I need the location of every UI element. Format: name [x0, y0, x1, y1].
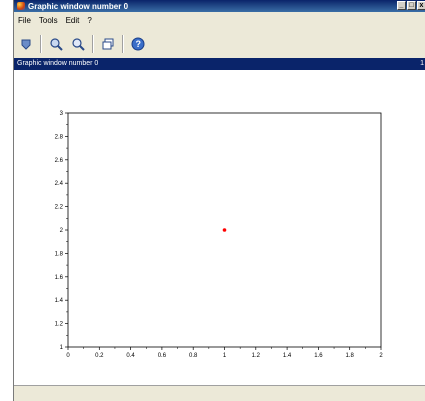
x-tick-label: 0 — [66, 353, 70, 359]
menu-edit[interactable]: Edit — [65, 15, 80, 25]
figure-title-bar: Graphic window number 0 1 — [14, 58, 425, 70]
maximize-button[interactable]: □ — [407, 1, 416, 10]
figure-corner-label: 1 — [420, 60, 424, 67]
title-bar[interactable]: Graphic window number 0 _ □ x — [14, 0, 425, 12]
toolbar-separator — [92, 35, 94, 53]
window-title: Graphic window number 0 — [28, 1, 129, 11]
x-tick-label: 2 — [379, 353, 383, 359]
svg-text:?: ? — [136, 39, 142, 49]
status-bar — [14, 385, 425, 401]
y-tick-label: 1 — [60, 345, 64, 351]
y-tick-label: 1.2 — [55, 322, 64, 328]
toolbar: ? — [14, 30, 425, 58]
close-button[interactable]: x — [417, 1, 425, 10]
data-points — [222, 228, 227, 232]
y-tick-label: 1.4 — [55, 298, 64, 304]
plot-svg[interactable]: 0 0.2 0.4 0.6 0.8 1 1.2 1.4 1.6 1.8 2 1 1.2 1.4 1.6 1.… — [14, 70, 425, 385]
y-tick-label: 3 — [60, 111, 64, 117]
rotate-icon — [21, 39, 31, 50]
new-window-button[interactable] — [100, 36, 116, 52]
x-tick-label: 1 — [223, 353, 227, 359]
y-tick-label: 2 — [60, 228, 64, 234]
menu-file[interactable]: File — [18, 15, 31, 25]
menu-help[interactable]: ? — [87, 15, 92, 25]
x-tick-label: 1.6 — [314, 353, 323, 359]
rotate-button[interactable] — [18, 36, 34, 52]
x-tick-label: 1.4 — [283, 353, 292, 359]
zoom-out-icon — [72, 38, 85, 51]
x-tick-label: 1.8 — [346, 353, 355, 359]
figure-title: Graphic window number 0 — [17, 60, 99, 67]
toolbar-separator — [122, 35, 124, 53]
help-button[interactable]: ? — [130, 36, 146, 52]
scilab-app-icon — [17, 2, 25, 10]
y-tick-label: 2.8 — [55, 134, 64, 140]
x-tick-label: 0.6 — [158, 353, 167, 359]
help-icon: ? — [131, 37, 145, 51]
x-tick-label: 0.4 — [126, 353, 135, 359]
menu-tools[interactable]: Tools — [38, 15, 58, 25]
data-point — [222, 228, 227, 232]
plot-canvas[interactable]: 0 0.2 0.4 0.6 0.8 1 1.2 1.4 1.6 1.8 2 1 1.2 1.4 1.6 1.… — [14, 70, 425, 385]
y-axis: 1 1.2 1.4 1.6 1.8 2 2.2 2.4 2.6 2.8 3 — [55, 111, 68, 351]
x-tick-label: 0.8 — [189, 353, 198, 359]
x-tick-label: 0.2 — [95, 353, 104, 359]
new-window-icon — [102, 38, 114, 50]
zoom-in-button[interactable] — [48, 36, 64, 52]
y-tick-label: 1.8 — [55, 251, 64, 257]
y-tick-label: 2.4 — [55, 181, 64, 187]
y-tick-label: 2.6 — [55, 158, 64, 164]
graphic-window: Graphic window number 0 _ □ x File Tools… — [13, 0, 425, 401]
y-tick-label: 1.6 — [55, 275, 64, 281]
zoom-out-button[interactable] — [70, 36, 86, 52]
menu-bar: File Tools Edit ? — [14, 13, 425, 27]
zoom-in-icon — [50, 38, 63, 51]
toolbar-separator — [40, 35, 42, 53]
x-tick-label: 1.2 — [252, 353, 261, 359]
x-axis: 0 0.2 0.4 0.6 0.8 1 1.2 1.4 1.6 1.8 2 — [66, 347, 383, 359]
minimize-button[interactable]: _ — [397, 1, 406, 10]
y-tick-label: 2.2 — [55, 205, 64, 211]
